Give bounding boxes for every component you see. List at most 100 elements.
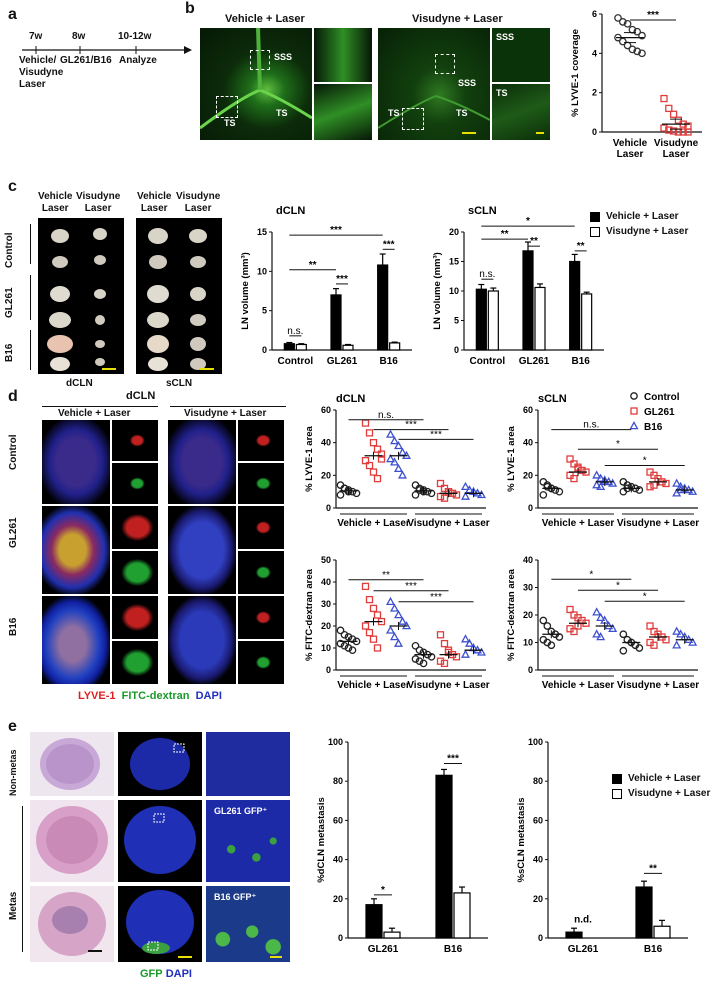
data-point [672, 478, 682, 487]
data-point [461, 634, 470, 643]
d-scln-lyve1-scatter: sCLN 0 20 40 60 % LYVE-1 area Vehicle + Laser V… [506, 393, 699, 529]
b-title-vehicle: Vehicle + Laser [225, 13, 305, 25]
data-point [669, 110, 678, 118]
data-point [650, 481, 658, 489]
x-tick-label: B16 [379, 356, 398, 367]
d-marker-legend: Control GL261 B16 [629, 392, 680, 433]
b-roi-box [402, 108, 424, 130]
data-point [650, 641, 658, 649]
b-micrograph-visudyne [378, 28, 490, 140]
data-point [672, 626, 682, 635]
x-tick-label: GL261 [327, 356, 358, 367]
c-caption-dcln: dCLN [66, 378, 93, 389]
y-tick-label: 0 [454, 345, 459, 355]
e-row-nonmetas: Non-metas [8, 749, 18, 796]
data-point [555, 487, 564, 496]
data-point [539, 616, 548, 625]
data-point [465, 638, 474, 647]
bar-vehicle [569, 260, 581, 351]
y-tick-label: 10 [449, 286, 459, 296]
data-point [419, 659, 428, 668]
data-point [646, 622, 654, 630]
event-vehicle: Vehicle/Visudyne Laser [19, 55, 64, 90]
d-micrograph-lyve1 [112, 596, 158, 639]
sig-label: *** [330, 225, 342, 236]
data-point [608, 478, 618, 487]
d-micrograph-merge [168, 420, 236, 504]
b-inset-visudyne-ts [492, 84, 550, 140]
y-tick-label: 40 [533, 855, 543, 865]
y-tick-label: 6 [592, 9, 597, 19]
c-header: Vehicle Laser [137, 191, 172, 214]
bar-visudyne [389, 342, 401, 351]
sig-label: ** [501, 229, 509, 240]
sig-label: * [643, 456, 647, 467]
c-legend-visudyne: Visudyne + Laser [606, 226, 689, 237]
y-tick-label: 10 [321, 643, 331, 653]
b-roi-box [250, 50, 270, 70]
data-point [436, 631, 445, 639]
data-point [539, 491, 548, 499]
d-micrograph-lyve1 [238, 420, 284, 461]
data-point [566, 605, 574, 614]
y-tick-label: 60 [533, 815, 543, 825]
y-tick-label: 10 [257, 266, 267, 276]
data-point [352, 489, 361, 498]
x-group-label: Vehicle + Laser [337, 680, 410, 691]
y-tick-label: 30 [523, 583, 533, 593]
legend-marker [630, 407, 638, 415]
data-point [551, 486, 560, 494]
data-point [618, 37, 627, 46]
data-point [461, 491, 470, 500]
d-micrograph-merge [42, 506, 110, 594]
d-stain-legend: LYVE-1 FITC-dextran DAPI [78, 690, 222, 702]
data-point [665, 126, 673, 134]
row-bracket [22, 806, 23, 952]
e-he-gl261 [30, 800, 114, 882]
e-legend-swatch-vehicle [612, 774, 622, 784]
d-micrograph-fitc [112, 641, 158, 684]
bar-vehicle [635, 886, 653, 939]
y-tick-label: 0 [338, 933, 343, 943]
data-point [386, 429, 395, 438]
y-tick-label: 0 [326, 503, 331, 513]
y-axis-label: LN volume (mm³) [240, 252, 251, 330]
chart-title: sCLN [468, 205, 497, 217]
e-legend-visudyne: Visudyne + Laser [628, 788, 711, 799]
b-region-label: SSS [496, 32, 515, 42]
x-tick-label: GL261 [568, 944, 599, 955]
d-col-underline [170, 406, 286, 407]
scale-bar [536, 132, 544, 134]
y-axis-label: % FITC-dextran area [304, 568, 315, 661]
y-tick-label: 0 [262, 345, 267, 355]
c-header: Visudyne Laser [176, 191, 221, 214]
d-col-visudyne: Visudyne + Laser [184, 408, 267, 419]
legend-label: B16 [644, 422, 663, 433]
d-micrograph-lyve1 [112, 506, 158, 549]
data-point [608, 623, 618, 632]
b-region-label: TS [388, 108, 400, 118]
y-tick-label: 20 [321, 470, 331, 480]
data-point [578, 466, 586, 475]
data-point [336, 639, 345, 648]
b-region-label: SSS [274, 52, 293, 62]
y-tick-label: 40 [333, 855, 343, 865]
bar-vehicle [475, 288, 487, 351]
y-tick-label: 40 [523, 555, 533, 565]
data-point [676, 481, 686, 491]
d-micrograph-merge [42, 420, 110, 504]
e-legend-swatch-visudyne [612, 789, 622, 799]
x-tick-label: GL261 [368, 944, 399, 955]
bar-vehicle [565, 931, 583, 939]
data-point [596, 473, 606, 482]
data-point [390, 603, 399, 612]
y-tick-label: 40 [321, 577, 331, 587]
panel-e-label: e [8, 718, 17, 735]
data-point [365, 461, 374, 470]
d-micrograph-lyve1 [112, 420, 158, 461]
c-scln-volume-chart: sCLN 0 5 10 15 20 LN volume (mm³) Control GL261 B… [432, 205, 604, 367]
data-point [660, 94, 668, 103]
data-point [361, 622, 370, 630]
bar-vehicle [522, 250, 534, 351]
